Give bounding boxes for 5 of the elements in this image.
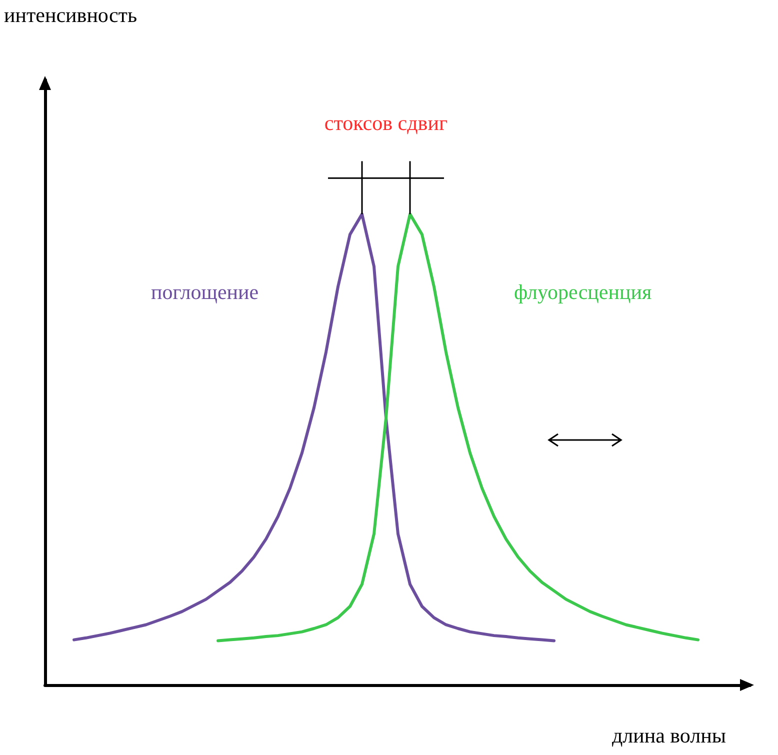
text: интенсивность <box>4 3 138 27</box>
text: флуоресценция <box>514 280 652 304</box>
text: поглощение <box>151 280 259 304</box>
x-axis-title: длина волны <box>612 724 726 748</box>
text: стоксов сдвиг <box>324 111 448 136</box>
